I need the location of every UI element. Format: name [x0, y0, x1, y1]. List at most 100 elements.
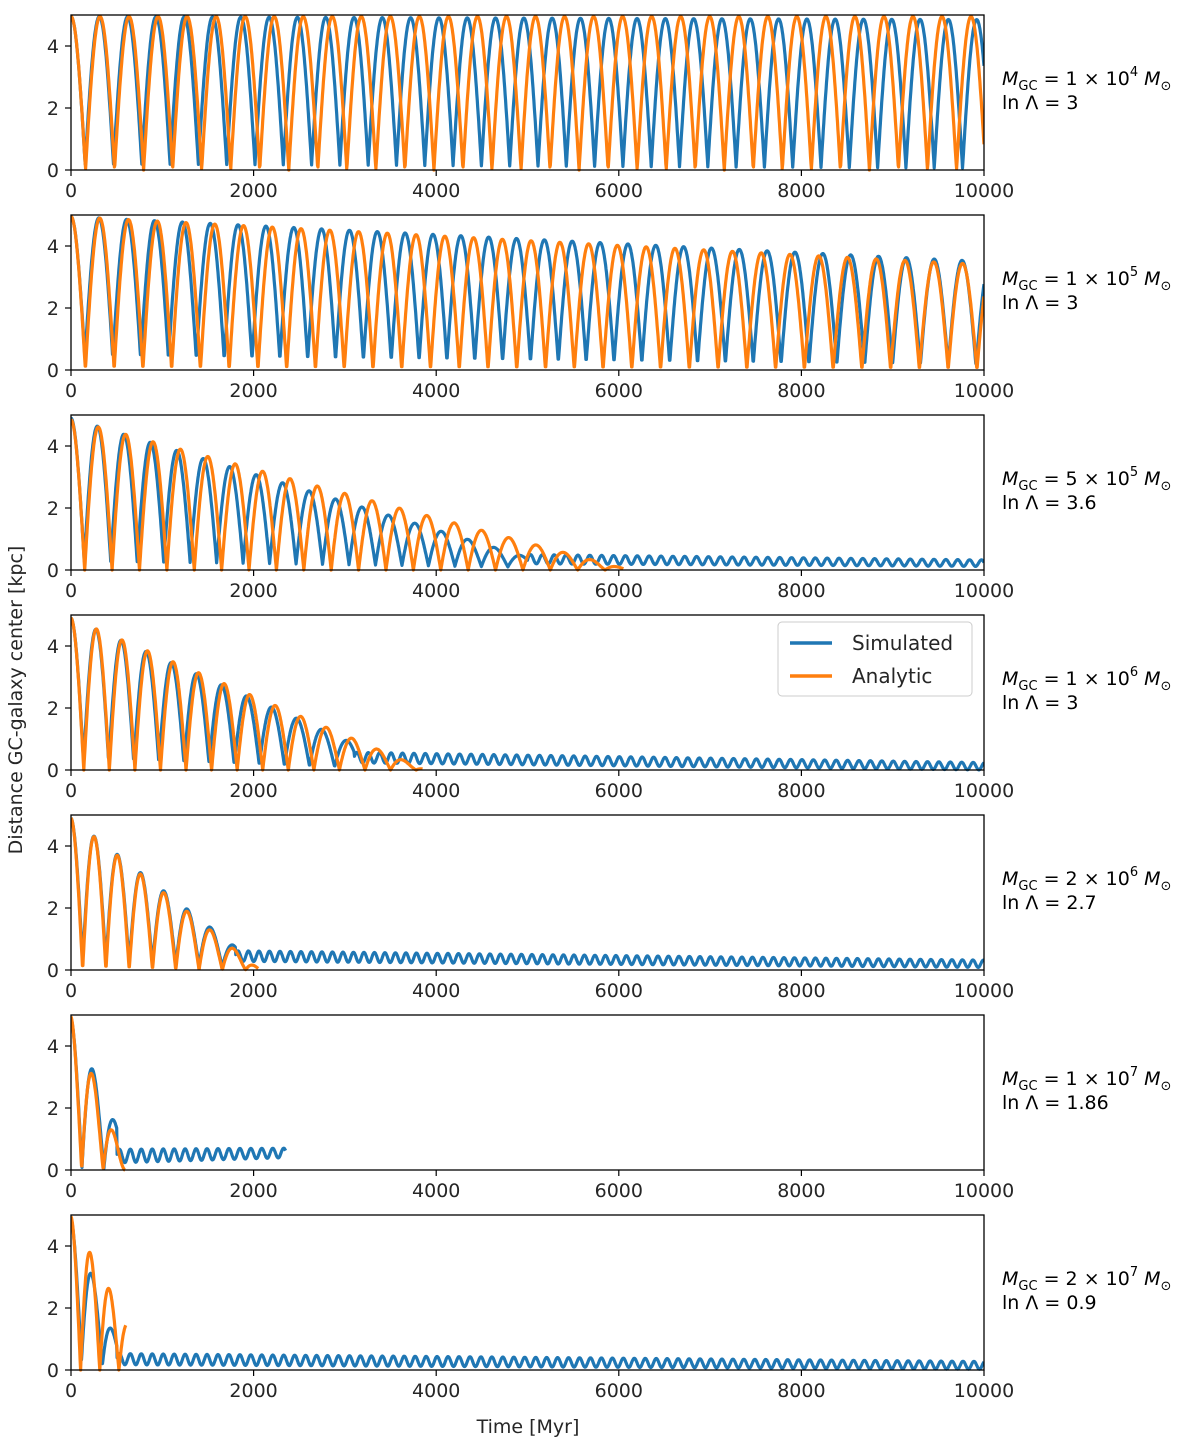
axes-frame	[70, 814, 985, 971]
x-tick-label: 4000	[412, 1180, 460, 1202]
x-tick-label: 8000	[777, 980, 825, 1002]
simulated-line	[71, 15, 984, 170]
y-tick-label: 2	[47, 1098, 59, 1120]
analytic-line	[71, 418, 625, 572]
x-tick-label: 0	[65, 180, 77, 202]
x-tick-label: 2000	[229, 1380, 277, 1402]
axes-frame	[70, 1214, 985, 1371]
x-tick-label: 6000	[595, 780, 643, 802]
y-tick-label: 0	[47, 560, 59, 582]
x-tick-label: 4000	[412, 580, 460, 602]
axes-frame	[70, 614, 985, 771]
y-tick-label: 4	[47, 236, 59, 258]
x-tick-label: 4000	[412, 380, 460, 402]
mass-annotation: MGC = 2 × 106 M⊙	[1002, 865, 1171, 894]
x-tick-label: 8000	[777, 380, 825, 402]
axes-frame	[70, 214, 985, 371]
x-tick-label: 10000	[954, 180, 1014, 202]
analytic-line	[71, 817, 260, 972]
y-tick-label: 2	[47, 498, 59, 520]
x-tick-label: 10000	[954, 980, 1014, 1002]
lnlambda-annotation: ln Λ = 3	[1002, 292, 1078, 314]
simulated-line	[71, 215, 984, 366]
x-tick-label: 8000	[777, 1180, 825, 1202]
x-tick-label: 2000	[229, 180, 277, 202]
panel-7: 0 2000 4000 6000 8000 10000 0 2 4 MGC = 2 × 107 M…	[47, 1214, 1171, 1402]
x-tick-label: 6000	[595, 180, 643, 202]
mass-annotation: MGC = 1 × 105 M⊙	[1002, 265, 1171, 294]
analytic-line	[71, 215, 984, 369]
x-tick-label: 10000	[954, 380, 1014, 402]
y-tick-label: 4	[47, 1236, 59, 1258]
legend: Simulated Analytic	[777, 621, 973, 697]
x-tick-label: 10000	[954, 1180, 1014, 1202]
lnlambda-annotation: ln Λ = 3	[1002, 692, 1078, 714]
x-tick-label: 2000	[229, 980, 277, 1002]
x-tick-label: 6000	[595, 1380, 643, 1402]
x-tick-label: 6000	[595, 1180, 643, 1202]
x-tick-label: 6000	[595, 980, 643, 1002]
y-tick-label: 4	[47, 36, 59, 58]
lnlambda-annotation: ln Λ = 0.9	[1002, 1292, 1097, 1314]
y-tick-label: 0	[47, 1360, 59, 1382]
x-tick-label: 0	[65, 580, 77, 602]
y-tick-label: 2	[47, 298, 59, 320]
x-axis-label: Time [Myr]	[476, 1416, 580, 1438]
analytic-line	[71, 1016, 126, 1172]
legend-simulated-label: Simulated	[852, 631, 953, 655]
panel-2: 0 2000 4000 6000 8000 10000 0 2 4 MGC = 1 × 105 M…	[47, 214, 1171, 402]
x-tick-label: 4000	[412, 780, 460, 802]
axes-frame	[70, 14, 985, 171]
panel-3: 0 2000 4000 6000 8000 10000 0 2 4 MGC = 5 × 105 M…	[47, 414, 1171, 602]
lnlambda-annotation: ln Λ = 2.7	[1002, 892, 1097, 914]
y-tick-label: 4	[47, 436, 59, 458]
x-tick-label: 8000	[777, 780, 825, 802]
mass-annotation: MGC = 1 × 106 M⊙	[1002, 665, 1171, 694]
x-tick-label: 0	[65, 1180, 77, 1202]
x-tick-label: 0	[65, 780, 77, 802]
x-tick-label: 2000	[229, 780, 277, 802]
x-tick-label: 4000	[412, 180, 460, 202]
legend-analytic-label: Analytic	[852, 664, 932, 688]
x-tick-label: 2000	[229, 380, 277, 402]
simulated-line	[71, 1017, 288, 1171]
axes-frame	[70, 414, 985, 571]
simulated-line	[71, 817, 984, 969]
y-tick-label: 0	[47, 960, 59, 982]
y-tick-label: 4	[47, 1036, 59, 1058]
panel-1: 0 2000 4000 6000 8000 10000 0 2 4 MGC = 1 × 104 M…	[47, 14, 1171, 202]
simulated-line	[71, 1217, 984, 1371]
mass-annotation: MGC = 1 × 107 M⊙	[1002, 1065, 1171, 1094]
x-tick-label: 8000	[777, 1380, 825, 1402]
y-tick-label: 4	[47, 836, 59, 858]
axes-frame	[70, 1014, 985, 1171]
analytic-line	[71, 1215, 128, 1372]
y-tick-label: 0	[47, 160, 59, 182]
x-tick-label: 10000	[954, 780, 1014, 802]
panel-4: 0 2000 4000 6000 8000 10000 0 2 4 MGC = 1 × 106 M…	[47, 614, 1171, 802]
x-tick-label: 6000	[595, 580, 643, 602]
y-tick-label: 2	[47, 698, 59, 720]
y-tick-label: 0	[47, 1160, 59, 1182]
x-tick-label: 4000	[412, 1380, 460, 1402]
lnlambda-annotation: ln Λ = 3.6	[1002, 492, 1097, 514]
x-tick-label: 10000	[954, 1380, 1014, 1402]
panel-6: 0 2000 4000 6000 8000 10000 0 2 4 MGC = 1 × 107 M…	[47, 1014, 1171, 1202]
y-tick-label: 0	[47, 760, 59, 782]
analytic-line	[71, 616, 424, 772]
x-tick-label: 0	[65, 980, 77, 1002]
mass-annotation: MGC = 1 × 104 M⊙	[1002, 65, 1171, 94]
simulated-line	[71, 416, 984, 569]
x-tick-label: 8000	[777, 180, 825, 202]
y-tick-label: 2	[47, 98, 59, 120]
lnlambda-annotation: ln Λ = 3	[1002, 92, 1078, 114]
x-tick-label: 8000	[777, 580, 825, 602]
x-tick-label: 0	[65, 380, 77, 402]
x-tick-label: 6000	[595, 380, 643, 402]
x-tick-label: 4000	[412, 980, 460, 1002]
y-axis-label: Distance GC-galaxy center [kpc]	[5, 546, 27, 855]
x-tick-label: 10000	[954, 580, 1014, 602]
y-tick-label: 2	[47, 898, 59, 920]
panel-5: 0 2000 4000 6000 8000 10000 0 2 4 MGC = 2 × 106 M…	[47, 814, 1171, 1002]
